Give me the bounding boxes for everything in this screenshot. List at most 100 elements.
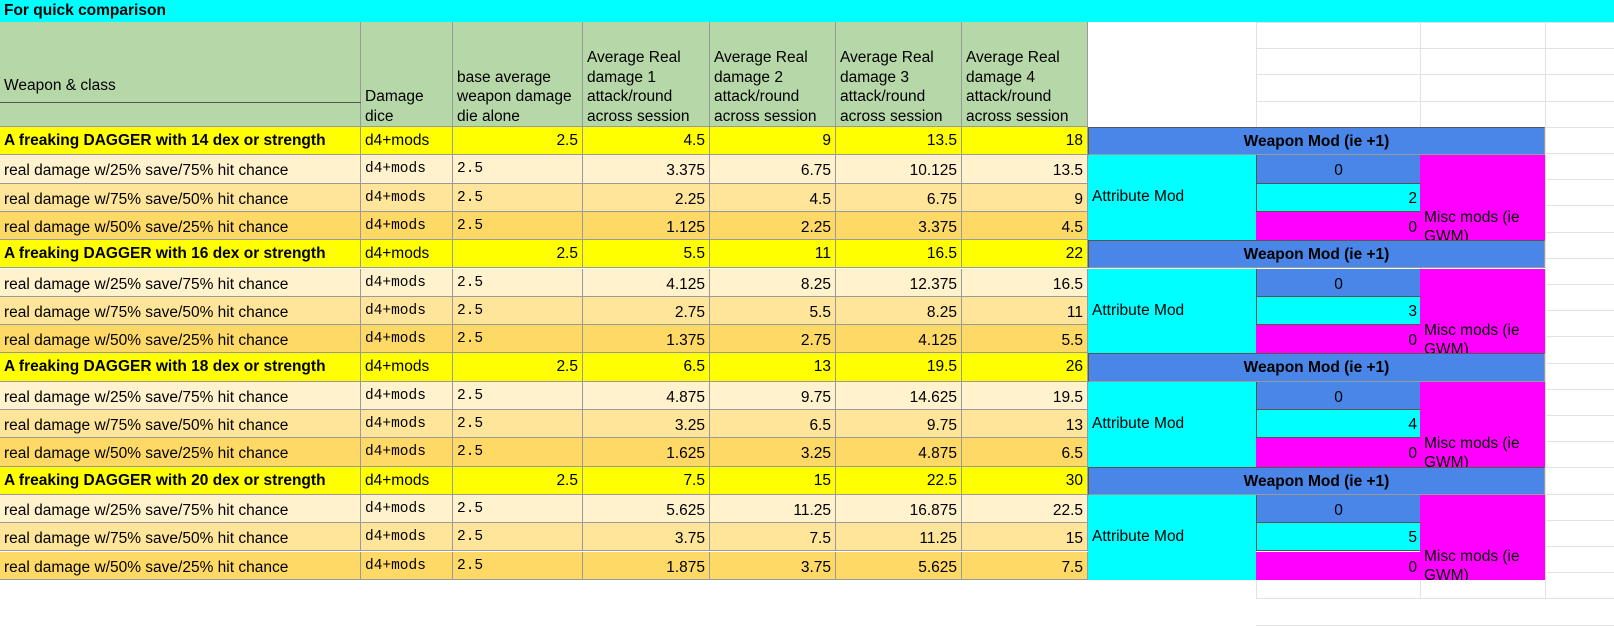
sub-row-damage-dice[interactable]: d4+mods: [361, 523, 453, 552]
sub-row-damage-dice[interactable]: d4+mods: [361, 325, 453, 354]
sub-row-avg-3-attack[interactable]: 9.75: [836, 410, 962, 439]
sub-row-avg-1-attack[interactable]: 3.25: [583, 410, 710, 439]
sub-row-avg-1-attack[interactable]: 1.375: [583, 325, 710, 354]
sub-row-damage-dice[interactable]: d4+mods: [361, 268, 453, 297]
sub-row-avg-4-attack[interactable]: 6.5: [962, 438, 1088, 467]
misc-mods-value[interactable]: 0: [1256, 211, 1420, 241]
sub-row-avg-2-attack[interactable]: 6.5: [710, 410, 836, 439]
group-avg-3-attack[interactable]: 22.5: [836, 466, 962, 495]
sub-row-avg-2-attack[interactable]: 3.25: [710, 438, 836, 467]
attribute-mod-value[interactable]: 2: [1256, 183, 1420, 212]
sub-row-avg-4-attack[interactable]: 13.5: [962, 155, 1088, 184]
weapon-mod-label[interactable]: Weapon Mod (ie +1): [1088, 240, 1545, 269]
sub-row-base-average[interactable]: 2.5: [453, 523, 583, 552]
sub-row-avg-4-attack[interactable]: 16.5: [962, 268, 1088, 297]
group-avg-2-attack[interactable]: 15: [710, 466, 836, 495]
group-avg-4-attack[interactable]: 18: [962, 127, 1088, 156]
sub-row-label[interactable]: real damage w/75% save/50% hit chance: [0, 296, 361, 326]
attribute-mod-label[interactable]: Attribute Mod: [1088, 381, 1256, 467]
sub-row-avg-1-attack[interactable]: 2.25: [583, 183, 710, 212]
header-avg-3-attack[interactable]: Average Real damage 3 attack/round acros…: [836, 22, 962, 127]
group-avg-2-attack[interactable]: 9: [710, 127, 836, 156]
group-avg-1-attack[interactable]: 7.5: [583, 466, 710, 495]
sub-row-label[interactable]: real damage w/50% save/25% hit chance: [0, 551, 361, 580]
group-base-average[interactable]: 2.5: [453, 353, 583, 382]
group-avg-2-attack[interactable]: 11: [710, 240, 836, 269]
group-damage-dice[interactable]: d4+mods: [361, 353, 453, 382]
sub-row-damage-dice[interactable]: d4+mods: [361, 494, 453, 524]
sub-row-base-average[interactable]: 2.5: [453, 438, 583, 467]
header-weapon-class[interactable]: Weapon & class: [0, 22, 361, 127]
group-title[interactable]: A freaking DAGGER with 14 dex or strengt…: [0, 127, 361, 156]
sub-row-avg-3-attack[interactable]: 6.75: [836, 183, 962, 212]
sub-row-avg-4-attack[interactable]: 13: [962, 410, 1088, 439]
sub-row-avg-2-attack[interactable]: 11.25: [710, 494, 836, 524]
sub-row-avg-3-attack[interactable]: 3.375: [836, 211, 962, 241]
sub-row-avg-4-attack[interactable]: 4.5: [962, 211, 1088, 241]
sub-row-avg-3-attack[interactable]: 14.625: [836, 381, 962, 410]
sub-row-base-average[interactable]: 2.5: [453, 211, 583, 241]
sub-row-avg-1-attack[interactable]: 4.125: [583, 268, 710, 297]
misc-mods-label[interactable]: Misc mods (ie GWM): [1420, 494, 1545, 580]
sub-row-avg-3-attack[interactable]: 16.875: [836, 494, 962, 524]
sub-row-avg-2-attack[interactable]: 9.75: [710, 381, 836, 410]
sub-row-avg-2-attack[interactable]: 7.5: [710, 523, 836, 552]
sub-row-avg-1-attack[interactable]: 1.125: [583, 211, 710, 241]
group-avg-4-attack[interactable]: 22: [962, 240, 1088, 269]
sub-row-avg-1-attack[interactable]: 1.625: [583, 438, 710, 467]
group-avg-3-attack[interactable]: 16.5: [836, 240, 962, 269]
sub-row-base-average[interactable]: 2.5: [453, 551, 583, 580]
sub-row-damage-dice[interactable]: d4+mods: [361, 381, 453, 410]
group-base-average[interactable]: 2.5: [453, 240, 583, 269]
sub-row-base-average[interactable]: 2.5: [453, 296, 583, 326]
sub-row-avg-4-attack[interactable]: 5.5: [962, 325, 1088, 354]
sub-row-avg-1-attack[interactable]: 1.875: [583, 551, 710, 580]
sub-row-avg-3-attack[interactable]: 4.125: [836, 325, 962, 354]
group-avg-1-attack[interactable]: 5.5: [583, 240, 710, 269]
sub-row-label[interactable]: real damage w/50% save/25% hit chance: [0, 211, 361, 241]
sub-row-avg-3-attack[interactable]: 11.25: [836, 523, 962, 552]
sub-row-avg-1-attack[interactable]: 5.625: [583, 494, 710, 524]
sub-row-base-average[interactable]: 2.5: [453, 410, 583, 439]
sub-row-damage-dice[interactable]: d4+mods: [361, 183, 453, 212]
attribute-mod-label[interactable]: Attribute Mod: [1088, 494, 1256, 580]
sub-row-avg-4-attack[interactable]: 15: [962, 523, 1088, 552]
sub-row-avg-3-attack[interactable]: 5.625: [836, 551, 962, 580]
attribute-mod-value[interactable]: 4: [1256, 410, 1420, 439]
weapon-mod-value[interactable]: 0: [1256, 155, 1420, 184]
sub-row-avg-1-attack[interactable]: 4.875: [583, 381, 710, 410]
sub-row-avg-4-attack[interactable]: 11: [962, 296, 1088, 326]
header-base-average[interactable]: base average weapon damage die alone: [453, 22, 583, 127]
attribute-mod-label[interactable]: Attribute Mod: [1088, 155, 1256, 241]
sub-row-label[interactable]: real damage w/25% save/75% hit chance: [0, 381, 361, 410]
sub-row-label[interactable]: real damage w/50% save/25% hit chance: [0, 325, 361, 354]
sub-row-avg-2-attack[interactable]: 2.25: [710, 211, 836, 241]
sub-row-base-average[interactable]: 2.5: [453, 494, 583, 524]
sub-row-avg-2-attack[interactable]: 5.5: [710, 296, 836, 326]
weapon-mod-value[interactable]: 0: [1256, 268, 1420, 297]
attribute-mod-label[interactable]: Attribute Mod: [1088, 268, 1256, 354]
sub-row-avg-2-attack[interactable]: 2.75: [710, 325, 836, 354]
sub-row-damage-dice[interactable]: d4+mods: [361, 410, 453, 439]
misc-mods-value[interactable]: 0: [1256, 438, 1420, 467]
group-avg-4-attack[interactable]: 26: [962, 353, 1088, 382]
sub-row-avg-4-attack[interactable]: 19.5: [962, 381, 1088, 410]
misc-mods-label[interactable]: Misc mods (ie GWM): [1420, 268, 1545, 354]
group-avg-3-attack[interactable]: 19.5: [836, 353, 962, 382]
weapon-mod-value[interactable]: 0: [1256, 494, 1420, 524]
group-avg-3-attack[interactable]: 13.5: [836, 127, 962, 156]
misc-mods-value[interactable]: 0: [1256, 551, 1420, 580]
sub-row-avg-3-attack[interactable]: 8.25: [836, 296, 962, 326]
sub-row-base-average[interactable]: 2.5: [453, 268, 583, 297]
misc-mods-label[interactable]: Misc mods (ie GWM): [1420, 155, 1545, 241]
group-base-average[interactable]: 2.5: [453, 466, 583, 495]
header-avg-4-attack[interactable]: Average Real damage 4 attack/round acros…: [962, 22, 1088, 127]
weapon-mod-label[interactable]: Weapon Mod (ie +1): [1088, 466, 1545, 495]
sub-row-damage-dice[interactable]: d4+mods: [361, 438, 453, 467]
sub-row-base-average[interactable]: 2.5: [453, 155, 583, 184]
sub-row-avg-3-attack[interactable]: 10.125: [836, 155, 962, 184]
group-avg-1-attack[interactable]: 6.5: [583, 353, 710, 382]
misc-mods-label[interactable]: Misc mods (ie GWM): [1420, 381, 1545, 467]
sub-row-label[interactable]: real damage w/75% save/50% hit chance: [0, 410, 361, 439]
sub-row-avg-4-attack[interactable]: 7.5: [962, 551, 1088, 580]
